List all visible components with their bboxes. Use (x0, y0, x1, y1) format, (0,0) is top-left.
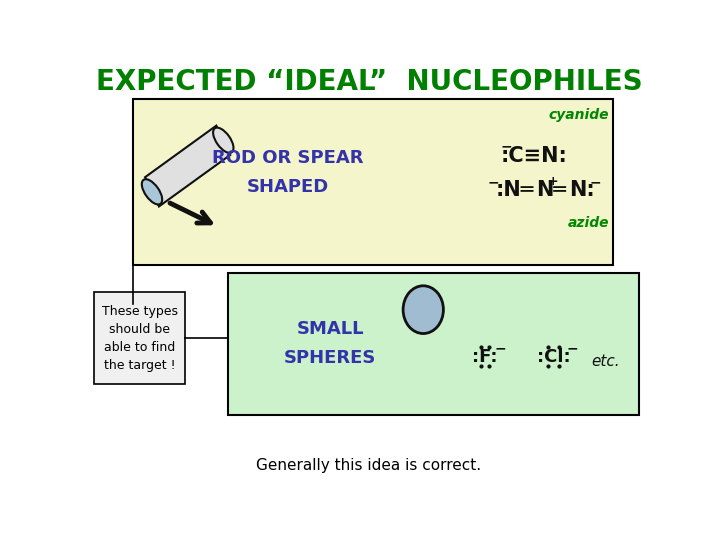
Ellipse shape (142, 179, 162, 205)
Text: −: − (500, 139, 512, 153)
Text: EXPECTED “IDEAL”  NUCLEOPHILES: EXPECTED “IDEAL” NUCLEOPHILES (96, 68, 642, 96)
Bar (228, 273, 639, 415)
Bar (132, 99, 613, 265)
Text: ROD OR SPEAR
SHAPED: ROD OR SPEAR SHAPED (212, 149, 364, 196)
Text: +: + (547, 176, 558, 188)
Text: −: − (590, 176, 601, 190)
Text: :Cl:: :Cl: (536, 348, 570, 366)
Text: N:: N: (570, 180, 595, 200)
Text: :N═: :N═ (495, 180, 534, 200)
Polygon shape (145, 126, 230, 206)
Text: N═: N═ (536, 180, 566, 200)
Text: These types
should be
able to find
the target !: These types should be able to find the t… (102, 305, 178, 372)
Ellipse shape (403, 286, 444, 334)
Text: etc.: etc. (591, 354, 620, 369)
Text: −: − (487, 176, 499, 190)
Bar (94, 292, 185, 384)
Text: :C≡N:: :C≡N: (500, 146, 567, 166)
Text: azide: azide (568, 215, 609, 230)
Text: −: − (566, 341, 578, 355)
Text: −: − (495, 341, 507, 355)
Text: SMALL
SPHERES: SMALL SPHERES (284, 320, 377, 367)
Ellipse shape (213, 127, 233, 153)
Text: Generally this idea is correct.: Generally this idea is correct. (256, 458, 482, 472)
Text: :F:: :F: (472, 348, 498, 366)
Text: cyanide: cyanide (549, 108, 609, 122)
